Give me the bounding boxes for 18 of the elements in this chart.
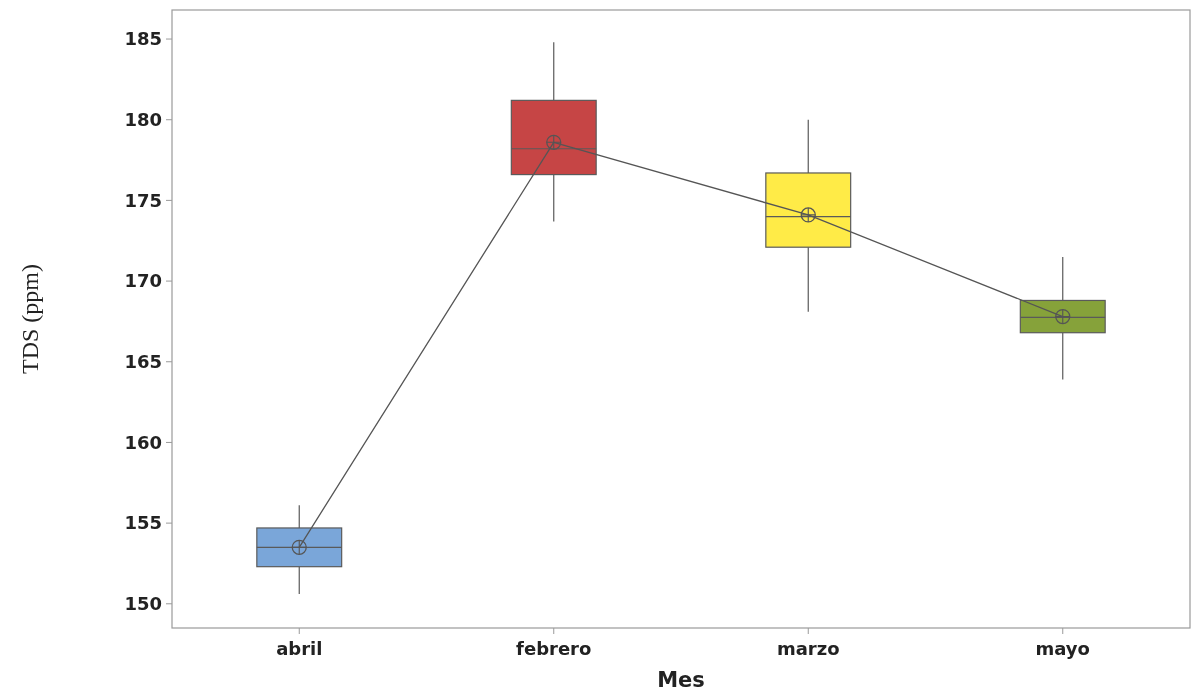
y-tick-label: 170: [124, 270, 162, 292]
y-tick-label: 185: [124, 28, 162, 50]
point: [291, 539, 307, 555]
x-tick-label: febrero: [516, 638, 592, 659]
x-tick-label: marzo: [776, 638, 840, 659]
y-axis-title: TDS (ppm): [17, 264, 43, 374]
y-tick-label: 155: [124, 512, 162, 534]
y-tick-label: 165: [124, 351, 162, 373]
y-tick-label: 160: [124, 431, 162, 453]
y-tick-label: 150: [124, 593, 162, 615]
y-tick-label: 180: [124, 109, 162, 131]
x-axis-title: Mes: [657, 668, 705, 692]
point: [1055, 308, 1071, 325]
y-tick-label: 175: [124, 189, 162, 211]
point: [546, 134, 562, 150]
point: [800, 207, 816, 223]
x-tick-label: abril: [276, 638, 323, 659]
x-tick-label: mayo: [1035, 638, 1090, 659]
